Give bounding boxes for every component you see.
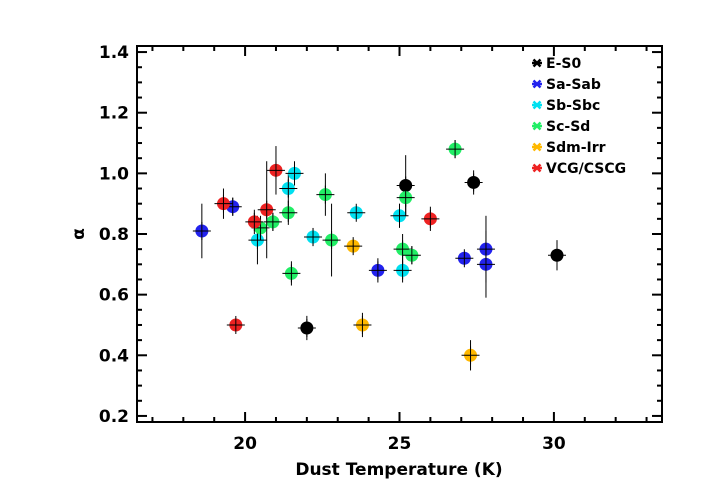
series-sa-sab: [192, 197, 495, 298]
data-point: [316, 173, 335, 216]
data-point: [461, 340, 480, 371]
x-tick-label: 30: [542, 434, 566, 454]
legend-marker: [532, 58, 542, 68]
legend-label: Sa-Sab: [546, 77, 601, 93]
data-point: [226, 315, 245, 334]
legend-item: Sb-Sbc: [532, 98, 600, 114]
legend: E-S0 Sa-Sab Sb-Sbc Sc-Sd Sdm-Irr VCG/CSCG: [532, 56, 626, 177]
y-tick-label: 1.0: [99, 164, 129, 184]
y-tick-label: 0.6: [99, 286, 129, 306]
data-point: [548, 240, 566, 271]
data-point: [279, 173, 298, 204]
y-tick-label: 0.8: [99, 225, 129, 245]
data-point: [322, 203, 341, 277]
data-point: [368, 258, 387, 283]
data-point: [390, 203, 409, 228]
x-tick-label: 25: [388, 434, 412, 454]
x-tick-label: 20: [233, 434, 257, 454]
series-sdm-irr: [344, 237, 480, 371]
data-point: [263, 212, 282, 231]
legend-marker: [532, 79, 542, 89]
y-axis-label: α: [69, 228, 89, 240]
y-tick-label: 0.2: [99, 407, 129, 427]
legend-label: Sb-Sbc: [546, 98, 600, 114]
data-point: [353, 312, 372, 338]
data-point: [282, 261, 301, 286]
data-point: [446, 140, 465, 159]
legend-marker: [532, 121, 542, 131]
legend-item: VCG/CSCG: [532, 161, 626, 177]
data-point: [402, 246, 421, 265]
legend-marker: [532, 142, 542, 152]
legend-item: Sdm-Irr: [532, 140, 606, 156]
data-point: [304, 227, 323, 247]
y-tick-label: 1.4: [99, 43, 129, 63]
data-point: [257, 161, 276, 259]
data-point: [421, 206, 440, 231]
data-point: [266, 146, 285, 195]
axis-ticks: [137, 46, 662, 422]
legend-label: E-S0: [546, 56, 581, 72]
data-point: [245, 209, 264, 234]
data-point: [393, 234, 412, 265]
data-point: [297, 315, 316, 341]
y-tick-label: 0.4: [99, 346, 129, 366]
x-axis-label: Dust Temperature (K): [295, 460, 502, 480]
data-markers: [192, 140, 566, 371]
data-point: [192, 203, 211, 259]
data-point: [347, 203, 366, 222]
data-point: [455, 249, 474, 268]
data-point: [279, 200, 298, 225]
data-point: [285, 161, 304, 186]
legend-marker: [532, 100, 542, 110]
legend-marker: [532, 163, 542, 173]
data-point: [396, 179, 415, 216]
axis-tick-labels: 20 25 30 0.2 0.4 0.6 0.8 1.0 1.2 1.4: [99, 43, 566, 454]
y-tick-label: 1.2: [99, 104, 129, 124]
legend-item: Sa-Sab: [532, 77, 601, 93]
data-point: [214, 188, 233, 219]
legend-item: E-S0: [532, 56, 581, 72]
series-vcg-cscg: [214, 146, 440, 334]
legend-label: VCG/CSCG: [546, 161, 626, 177]
data-point: [464, 170, 483, 195]
data-point: [476, 230, 495, 298]
legend-item: Sc-Sd: [532, 119, 590, 135]
series-sc-sd: [251, 140, 465, 286]
legend-label: Sdm-Irr: [546, 140, 606, 156]
series-e-s0: [297, 155, 566, 341]
data-point: [344, 237, 363, 256]
legend-label: Sc-Sd: [546, 119, 590, 135]
data-point: [393, 258, 412, 283]
